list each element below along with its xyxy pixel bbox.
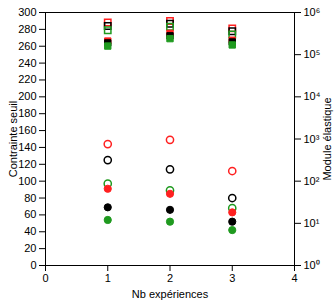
svg-text:10³: 10³ (304, 133, 320, 145)
svg-text:280: 280 (18, 23, 36, 35)
svg-text:300: 300 (18, 6, 36, 18)
svg-text:3: 3 (229, 272, 235, 284)
svg-text:10⁶: 10⁶ (304, 6, 321, 18)
svg-text:20: 20 (24, 242, 36, 254)
svg-text:240: 240 (18, 57, 36, 69)
svg-text:1: 1 (105, 272, 111, 284)
svg-text:200: 200 (18, 90, 36, 102)
svg-text:0: 0 (42, 272, 48, 284)
svg-text:140: 140 (18, 141, 36, 153)
svg-text:Contrainte seuil: Contrainte seuil (7, 101, 19, 177)
svg-text:40: 40 (24, 225, 36, 237)
svg-text:Nb expériences: Nb expériences (132, 288, 209, 300)
svg-text:10⁵: 10⁵ (304, 48, 321, 60)
svg-text:10⁴: 10⁴ (304, 90, 321, 102)
svg-text:80: 80 (24, 192, 36, 204)
svg-text:Module élastique: Module élastique (321, 97, 333, 180)
svg-text:260: 260 (18, 40, 36, 52)
svg-text:180: 180 (18, 107, 36, 119)
svg-text:60: 60 (24, 208, 36, 220)
svg-text:220: 220 (18, 73, 36, 85)
svg-text:100: 100 (18, 175, 36, 187)
svg-text:160: 160 (18, 124, 36, 136)
svg-text:10²: 10² (304, 175, 320, 187)
svg-text:10⁰: 10⁰ (304, 259, 320, 271)
svg-text:2: 2 (167, 272, 173, 284)
svg-text:0: 0 (30, 259, 36, 271)
svg-text:120: 120 (18, 158, 36, 170)
svg-text:4: 4 (291, 272, 297, 284)
svg-text:10¹: 10¹ (304, 217, 320, 229)
